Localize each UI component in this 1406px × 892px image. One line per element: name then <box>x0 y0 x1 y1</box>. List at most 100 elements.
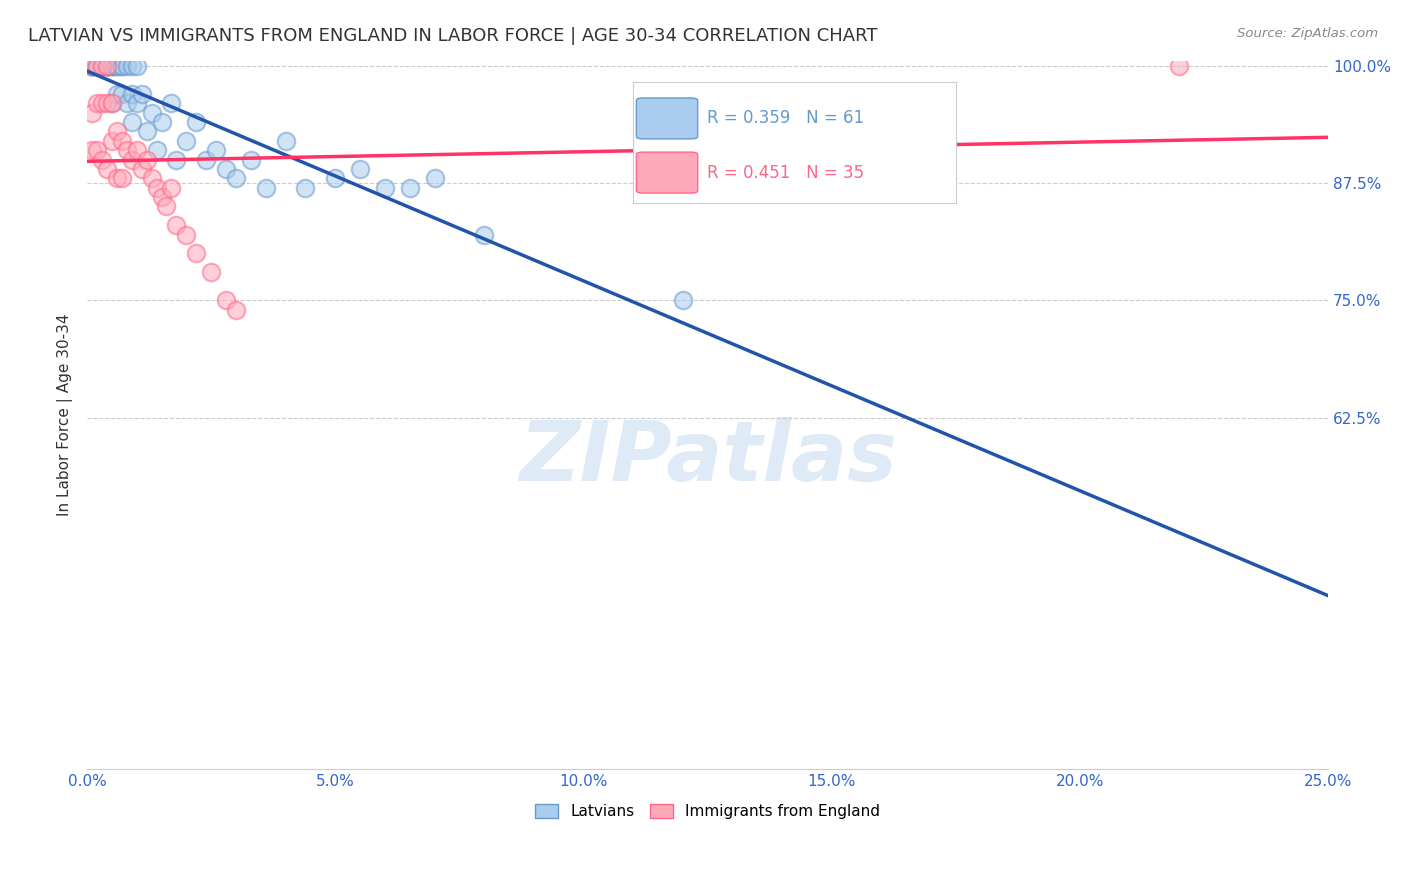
Point <box>91 96 114 111</box>
Point <box>105 59 128 73</box>
Point <box>91 59 114 73</box>
Point <box>205 143 228 157</box>
Y-axis label: In Labor Force | Age 30-34: In Labor Force | Age 30-34 <box>58 314 73 516</box>
Point <box>96 59 118 73</box>
Point <box>141 105 163 120</box>
Point <box>150 190 173 204</box>
Point <box>101 134 124 148</box>
Point <box>121 87 143 101</box>
Point <box>96 59 118 73</box>
Point <box>111 59 134 73</box>
Point <box>125 96 148 111</box>
Point <box>1168 59 1191 73</box>
Point <box>349 161 371 176</box>
Point <box>105 59 128 73</box>
Point <box>111 134 134 148</box>
Point <box>91 153 114 167</box>
Point <box>91 59 114 73</box>
Point <box>176 134 198 148</box>
Point <box>225 302 247 317</box>
Point <box>115 59 138 73</box>
Point <box>91 59 114 73</box>
Point <box>150 115 173 129</box>
Point <box>672 293 695 308</box>
Point <box>131 161 153 176</box>
Point <box>323 171 346 186</box>
Point <box>121 115 143 129</box>
Point <box>101 59 124 73</box>
Point <box>472 227 495 242</box>
Point <box>225 171 247 186</box>
Point <box>80 143 103 157</box>
Point <box>121 153 143 167</box>
Point <box>86 59 108 73</box>
Point <box>215 161 238 176</box>
Point <box>80 59 103 73</box>
Point <box>111 87 134 101</box>
Point <box>155 199 177 213</box>
Point <box>96 161 118 176</box>
Point <box>96 59 118 73</box>
Point <box>80 59 103 73</box>
Point <box>239 153 262 167</box>
Point <box>101 96 124 111</box>
Point <box>86 96 108 111</box>
Point <box>111 171 134 186</box>
Point <box>160 180 183 194</box>
Point <box>186 115 208 129</box>
Point <box>274 134 297 148</box>
Point <box>131 87 153 101</box>
Point <box>105 87 128 101</box>
Point <box>176 227 198 242</box>
Point <box>91 59 114 73</box>
Point <box>96 59 118 73</box>
Point <box>195 153 218 167</box>
Point <box>186 246 208 260</box>
Point <box>135 124 157 138</box>
Point <box>125 143 148 157</box>
Point <box>135 153 157 167</box>
Point <box>105 124 128 138</box>
Point <box>101 96 124 111</box>
Point <box>80 59 103 73</box>
Point <box>254 180 277 194</box>
Point <box>145 143 167 157</box>
Point <box>80 105 103 120</box>
Point <box>374 180 396 194</box>
Point <box>80 59 103 73</box>
Point <box>105 171 128 186</box>
Text: Source: ZipAtlas.com: Source: ZipAtlas.com <box>1237 27 1378 40</box>
Point <box>86 59 108 73</box>
Point <box>141 171 163 186</box>
Point <box>115 143 138 157</box>
Point <box>200 265 222 279</box>
Point <box>91 59 114 73</box>
Point <box>165 153 187 167</box>
Point <box>86 59 108 73</box>
Point <box>101 59 124 73</box>
Point <box>145 180 167 194</box>
Point <box>101 59 124 73</box>
Point <box>96 59 118 73</box>
Point <box>86 59 108 73</box>
Point <box>165 218 187 232</box>
Text: ZIPatlas: ZIPatlas <box>519 417 897 498</box>
Point <box>115 96 138 111</box>
Point <box>423 171 446 186</box>
Point <box>111 59 134 73</box>
Point <box>121 59 143 73</box>
Text: LATVIAN VS IMMIGRANTS FROM ENGLAND IN LABOR FORCE | AGE 30-34 CORRELATION CHART: LATVIAN VS IMMIGRANTS FROM ENGLAND IN LA… <box>28 27 877 45</box>
Point <box>86 143 108 157</box>
Point <box>160 96 183 111</box>
Point <box>80 59 103 73</box>
Point <box>91 59 114 73</box>
Point <box>96 59 118 73</box>
Point <box>86 59 108 73</box>
Point <box>294 180 316 194</box>
Point <box>96 96 118 111</box>
Point <box>215 293 238 308</box>
Legend: Latvians, Immigrants from England: Latvians, Immigrants from England <box>529 798 886 825</box>
Point <box>86 59 108 73</box>
Point <box>125 59 148 73</box>
Point <box>398 180 420 194</box>
